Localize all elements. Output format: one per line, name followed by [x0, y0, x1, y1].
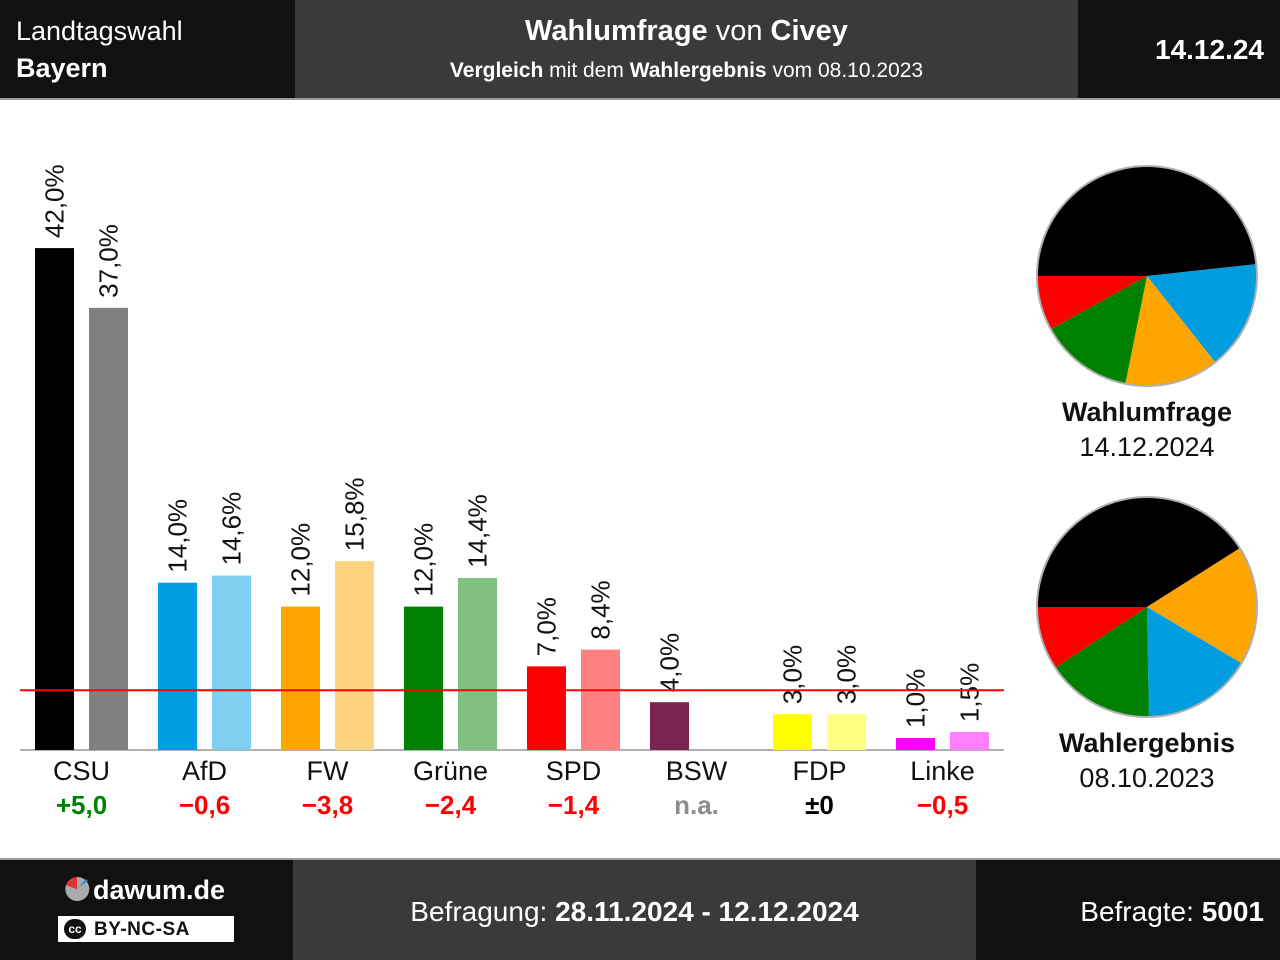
change-label: −2,4	[425, 790, 477, 820]
bar-value-label: 8,4%	[586, 580, 616, 639]
bar-poll-fdp	[773, 714, 812, 750]
pie-slice-afd	[1147, 264, 1257, 363]
pie-slice-csu	[1037, 496, 1240, 607]
category-label: BSW	[666, 756, 728, 786]
bar-value-label: 1,0%	[901, 669, 931, 728]
poll-date: 14.12.24	[1155, 34, 1264, 65]
survey-label: Befragung:	[410, 896, 548, 927]
survey-period: Befragung: 28.11.2024 - 12.12.2024	[293, 896, 976, 928]
footer-right: Befragte: 5001	[976, 860, 1280, 960]
pie2-title: Wahlergebnis	[1058, 728, 1236, 758]
bar-poll-spd	[527, 666, 566, 750]
region: Bayern	[16, 53, 108, 83]
header-divider	[0, 98, 1280, 100]
change-label: −3,8	[302, 790, 353, 820]
bar-value-label: 4,0%	[655, 633, 685, 692]
bar-result-linke	[950, 732, 989, 750]
license-badge[interactable]: cc BY-NC-SA	[56, 914, 236, 944]
pie-slice-csu	[1037, 166, 1257, 276]
change-label: −0,6	[179, 790, 230, 820]
bar-result-csu	[89, 307, 128, 750]
pie-slice-spd	[1037, 607, 1147, 668]
title-part: von	[715, 15, 763, 47]
bar-result-fw	[335, 561, 374, 750]
category-label: AfD	[182, 756, 227, 786]
bar-poll-fw	[281, 606, 320, 750]
change-label: ±0	[805, 790, 834, 820]
bar-value-label: 12,0%	[409, 523, 439, 597]
header-left: Landtagswahl Bayern	[0, 0, 295, 98]
pie-outline	[1036, 165, 1258, 387]
change-label: +5,0	[56, 790, 107, 820]
header: Landtagswahl Bayern Wahlumfrage von Cive…	[0, 0, 1280, 98]
bar-value-label: 3,0%	[832, 645, 862, 704]
subtitle-part: mit dem	[549, 59, 624, 82]
pie-slice-fw	[1147, 548, 1257, 664]
category-label: Linke	[910, 756, 975, 786]
license-label: BY-NC-SA	[94, 919, 190, 940]
header-center: Wahlumfrage von Civey Vergleich mit dem …	[295, 0, 1078, 98]
election-type: Landtagswahl	[16, 16, 183, 46]
bar-result-spd	[581, 649, 620, 750]
bar-value-label: 1,5%	[955, 663, 985, 722]
pie-slice-grüne	[1050, 276, 1147, 384]
pie1-date: 14.12.2024	[1079, 432, 1215, 462]
page-subtitle: Vergleich mit dem Wahlergebnis vom 08.10…	[295, 59, 1078, 83]
pie-slice-spd	[1037, 276, 1147, 330]
dawum-logo-icon	[65, 876, 90, 901]
category-label: SPD	[546, 756, 602, 786]
page-title: Wahlumfrage von Civey	[295, 15, 1078, 48]
change-label: −0,5	[917, 790, 968, 820]
pie-slice-afd	[1147, 607, 1242, 717]
header-right: 14.12.24	[1078, 0, 1280, 98]
footer-left: dawum.de cc BY-NC-SA	[0, 860, 293, 960]
bar-value-label: 15,8%	[340, 477, 370, 551]
bar-poll-afd	[158, 582, 197, 750]
category-label: Grüne	[413, 756, 488, 786]
bar-value-label: 14,4%	[463, 494, 493, 568]
bar-value-label: 14,0%	[163, 499, 193, 573]
pie2-date: 08.10.2023	[1079, 763, 1215, 793]
bar-result-fdp	[827, 714, 866, 750]
category-label: FW	[307, 756, 349, 786]
bar-poll-linke	[896, 738, 935, 750]
bar-value-label: 3,0%	[778, 645, 808, 704]
bar-value-label: 42,0%	[40, 164, 70, 238]
bar-poll-grüne	[404, 606, 443, 750]
bar-result-afd	[212, 575, 251, 750]
survey-dates: 28.11.2024 - 12.12.2024	[555, 896, 859, 927]
bar-result-grüne	[458, 577, 497, 750]
pie-slice-fw	[1125, 276, 1216, 386]
change-label: −1,4	[548, 790, 600, 820]
poll-chart: 42,0% 37,0% CSU +5,0 14,0% 14,6% AfD −0,6 12,0% 1…	[20, 164, 1258, 820]
subtitle-part: Vergleich	[449, 59, 544, 82]
category-label: CSU	[53, 756, 110, 786]
bar-value-label: 7,0%	[532, 597, 562, 656]
pie-slice-grüne	[1055, 607, 1149, 717]
pie-outline	[1036, 496, 1258, 718]
bar-value-label: 37,0%	[94, 224, 124, 298]
respondents-count: 5001	[1201, 896, 1264, 927]
change-label: n.a.	[674, 790, 719, 820]
category-label: FDP	[793, 756, 847, 786]
bar-poll-bsw	[650, 702, 689, 750]
respondents: Befragte: 5001	[1080, 896, 1264, 928]
bar-value-label: 14,6%	[217, 492, 247, 566]
subtitle-part: Wahlergebnis	[629, 59, 767, 82]
bar-value-label: 12,0%	[286, 523, 316, 597]
site-link[interactable]: dawum.de	[93, 875, 226, 905]
footer-divider	[0, 858, 1280, 860]
cc-icon: cc	[64, 919, 86, 939]
footer-center: Befragung: 28.11.2024 - 12.12.2024	[293, 860, 976, 960]
bar-poll-csu	[35, 248, 74, 750]
footer: dawum.de cc BY-NC-SA Befragung: 28.11.20…	[0, 860, 1280, 960]
subtitle-part: vom 08.10.2023	[772, 59, 924, 82]
pie1-title: Wahlumfrage	[1061, 397, 1232, 427]
title-part: Wahlumfrage	[525, 15, 708, 47]
pollster-name: Civey	[770, 15, 848, 47]
respondents-label: Befragte:	[1080, 896, 1194, 927]
